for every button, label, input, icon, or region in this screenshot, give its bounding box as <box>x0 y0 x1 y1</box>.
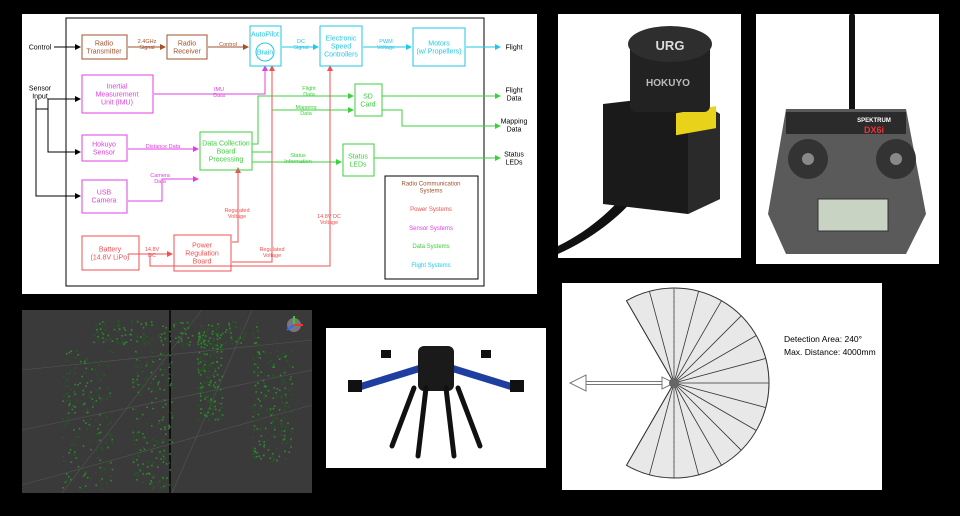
quad-motors <box>348 350 524 392</box>
edge-label-148-short: 14.8V DC <box>145 247 160 259</box>
edge-label-control: Control <box>219 42 237 48</box>
input-control: Control <box>29 44 52 51</box>
lidar-warning-label <box>676 106 716 136</box>
legend-title: Radio Communication Systems <box>401 182 460 195</box>
point-cloud-view <box>22 310 312 493</box>
transmitter-lcd <box>817 198 889 232</box>
status-leds-block <box>342 143 375 177</box>
power-regulation-block <box>173 234 232 272</box>
battery-block <box>81 235 140 271</box>
esc-block <box>319 25 363 67</box>
edge-label-imu-data: IMU Data <box>213 87 226 99</box>
edge-label-camera-data: Camera Data <box>150 173 171 185</box>
usb-camera-block <box>81 179 128 214</box>
legend-data: Data Systems <box>412 244 449 250</box>
motors-block <box>412 27 466 67</box>
imu-block <box>81 74 154 114</box>
battery-label: Battery (14.8V LiPo) <box>91 246 130 261</box>
sd-card-label: SD Card <box>360 93 375 108</box>
block-diagram: Radio Transmitter Radio Receiver AutoPilot… <box>22 14 537 294</box>
status-leds-label: Status LEDs <box>348 153 368 168</box>
hokuyo-block <box>81 134 128 162</box>
transmitter-model: DX6i <box>864 125 884 135</box>
edge-label-mapping-data: Mapping Data <box>295 105 316 117</box>
edge-label-pwm: PWM Voltage <box>377 39 395 51</box>
lidar-photo: URG HOKUYO <box>558 14 741 258</box>
legend-power: Power Systems <box>410 207 452 213</box>
landing-gear <box>389 385 483 459</box>
hokuyo-label: Hokuyo Sensor <box>92 141 116 156</box>
edge-label-regulated-1: Regulated Voltage <box>224 208 249 220</box>
lidar-head-top <box>628 26 712 62</box>
point-cloud <box>62 320 294 491</box>
quadcopter-photo <box>326 328 546 468</box>
autopilot-block <box>249 25 282 67</box>
input-sensor: Sensor Input <box>29 85 52 100</box>
legend-box <box>384 175 479 280</box>
radio-receiver-block <box>166 34 208 60</box>
radio-transmitter-block <box>81 34 128 60</box>
motors-label: Motors (w/ Propellers) <box>416 40 461 55</box>
edge-label-regulated-2: Regulated Voltage <box>259 247 284 259</box>
legend-flight: Flight Systems <box>411 263 450 269</box>
brain-circle <box>255 42 275 62</box>
block-diagram-svg: Radio Transmitter Radio Receiver AutoPilot… <box>29 17 528 287</box>
detection-area-text: Detection Area: 240° <box>784 334 862 344</box>
quad-body <box>418 346 454 391</box>
edge-label-status-info: Status Information <box>284 153 312 165</box>
transmitter-photo: SPEKTRUM DX6i <box>756 14 939 264</box>
detection-area-figure: Detection Area: 240° Max. Distance: 4000… <box>562 283 882 490</box>
dcb-block <box>199 131 253 171</box>
sd-card-block <box>354 83 383 117</box>
power-regulation-label: Power Regulation Board <box>185 242 219 265</box>
sensor-origin <box>669 378 679 388</box>
edge-label-148-dc: 14.8V DC Voltage <box>317 214 341 226</box>
esc-label: Electronic Speed Controllers <box>324 35 358 58</box>
imu-label: Inertial Measurement Unit (IMU) <box>96 83 139 106</box>
autopilot-label: AutoPilot <box>251 31 279 38</box>
radio-transmitter-label: Radio Transmitter <box>86 40 122 55</box>
brain-label: Brain <box>257 49 273 56</box>
edge-label-dc-signal: DC Signal <box>293 39 308 51</box>
lidar-side-label: HOKUYO <box>646 78 690 89</box>
radio-receiver-label: Radio Receiver <box>173 40 201 55</box>
lidar-top-label: URG <box>656 38 685 53</box>
output-status-leds: Status LEDs <box>504 151 524 166</box>
output-flight-data: Flight Data <box>505 87 522 102</box>
dcb-label: Data Collection Board Processing <box>202 140 250 163</box>
output-mapping-data: Mapping Data <box>501 118 528 133</box>
legend-sensor: Sensor Systems <box>409 226 453 232</box>
edge-label-distance-data: Distance Data <box>146 144 181 150</box>
view-gizmo-icon[interactable] <box>286 316 303 332</box>
max-distance-text: Max. Distance: 4000mm <box>784 347 876 357</box>
edge-label-flight-data: Flight Data <box>302 86 316 98</box>
quad-arms <box>352 364 520 392</box>
direction-arrow-icon <box>568 374 676 392</box>
usb-camera-label: USB Camera <box>92 189 117 204</box>
ground-grid <box>22 310 312 493</box>
output-flight: Flight <box>505 44 522 51</box>
edge-label-24ghz: 2.4GHz Signal <box>138 39 157 51</box>
transmitter-brand: SPEKTRUM <box>857 118 891 124</box>
